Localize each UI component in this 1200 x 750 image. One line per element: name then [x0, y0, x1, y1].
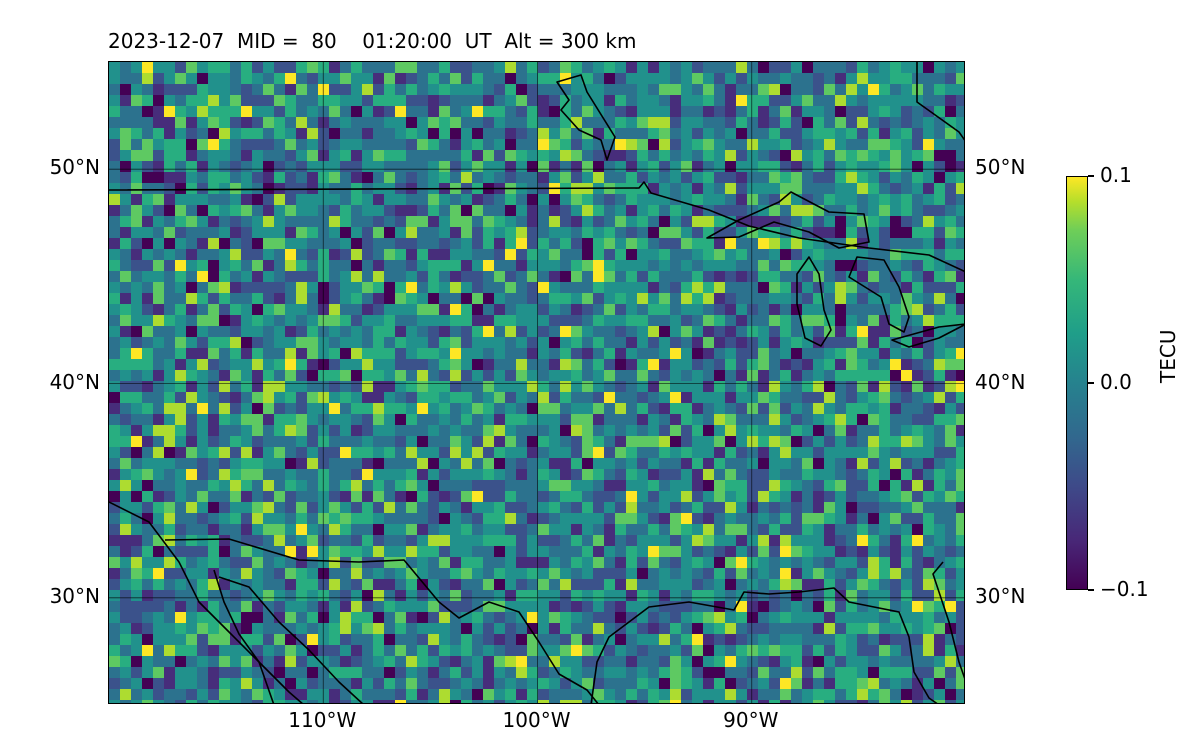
baja-gulf	[213, 569, 275, 703]
florida-west	[932, 561, 964, 679]
lon-label: 100°W	[502, 708, 571, 732]
lake-erie	[891, 323, 964, 348]
baja-pacific	[109, 501, 303, 703]
colorbar-tick	[1088, 589, 1094, 591]
lat-label-left: 50°N	[49, 155, 100, 180]
colorbar	[1066, 176, 1088, 590]
tec-heatmap	[109, 62, 964, 703]
canada-us-border	[109, 181, 964, 272]
us-mexico-border	[164, 538, 599, 703]
lat-label-left: 40°N	[49, 369, 100, 394]
lake-huron	[848, 256, 910, 333]
lat-label-right: 30°N	[975, 583, 1026, 608]
colorbar-tick-label: 0.1	[1100, 163, 1132, 187]
hudson-bay	[556, 74, 616, 161]
tec-map	[108, 61, 965, 704]
colorbar-tick-label: −0.1	[1100, 577, 1149, 601]
lake-superior	[706, 191, 870, 249]
gulf-coast	[590, 587, 938, 703]
lon-label: 90°W	[723, 708, 779, 732]
lon-label: 110°W	[288, 708, 357, 732]
coastlines	[109, 62, 964, 703]
lat-label-right: 40°N	[975, 369, 1026, 394]
map-title: 2023-12-07 MID = 80 01:20:00 UT Alt = 30…	[108, 29, 637, 53]
colorbar-tick	[1088, 175, 1094, 177]
colorbar-tick-label: 0.0	[1100, 370, 1132, 394]
atlantic-ne	[916, 62, 964, 141]
mexico-west	[218, 576, 364, 703]
lat-label-right: 50°N	[975, 155, 1026, 180]
lake-michigan	[796, 256, 832, 347]
colorbar-tick	[1088, 382, 1094, 384]
lat-label-left: 30°N	[49, 583, 100, 608]
tec-map-canvas	[109, 62, 964, 703]
map-gridlines	[109, 62, 964, 703]
colorbar-title: TECU	[1156, 329, 1180, 383]
